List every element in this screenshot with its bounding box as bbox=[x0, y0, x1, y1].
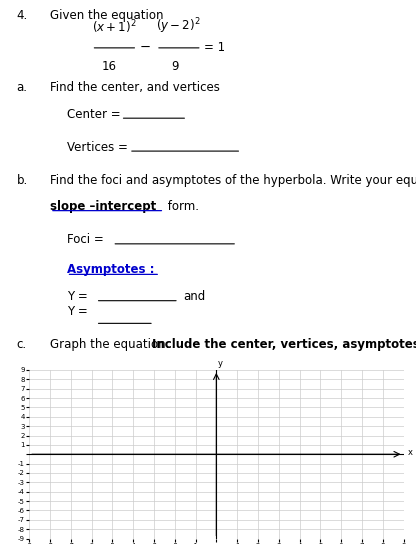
Text: y: y bbox=[218, 359, 223, 368]
Text: form.: form. bbox=[164, 201, 199, 213]
Text: $(x+1)^2$: $(x+1)^2$ bbox=[92, 18, 136, 36]
Text: Center =: Center = bbox=[67, 108, 120, 121]
Text: Find the foci and asymptotes of the hyperbola. Write your equations for the asym: Find the foci and asymptotes of the hype… bbox=[50, 174, 416, 187]
Text: x: x bbox=[408, 448, 413, 458]
Text: = 1: = 1 bbox=[204, 41, 225, 54]
Text: 4.: 4. bbox=[17, 9, 28, 22]
Text: Include the center, vertices, asymptotes and foci.: Include the center, vertices, asymptotes… bbox=[152, 338, 416, 351]
Text: Vertices =: Vertices = bbox=[67, 141, 127, 153]
Text: Asymptotes :: Asymptotes : bbox=[67, 263, 154, 276]
Text: Y =: Y = bbox=[67, 305, 87, 318]
Text: Foci =: Foci = bbox=[67, 233, 103, 246]
Text: 9: 9 bbox=[171, 60, 179, 73]
Text: and: and bbox=[183, 290, 205, 303]
Text: a.: a. bbox=[17, 81, 27, 94]
Text: b.: b. bbox=[17, 174, 28, 187]
Text: −: − bbox=[139, 41, 151, 54]
Text: slope –intercept: slope –intercept bbox=[50, 201, 156, 213]
Text: Graph the equation.: Graph the equation. bbox=[50, 338, 173, 351]
Text: $(y-2)^2$: $(y-2)^2$ bbox=[156, 16, 201, 36]
Text: 16: 16 bbox=[102, 60, 117, 73]
Text: Y =: Y = bbox=[67, 290, 87, 303]
Text: Given the equation: Given the equation bbox=[50, 9, 163, 22]
Text: c.: c. bbox=[17, 338, 27, 351]
Text: Find the center, and vertices: Find the center, and vertices bbox=[50, 81, 220, 94]
